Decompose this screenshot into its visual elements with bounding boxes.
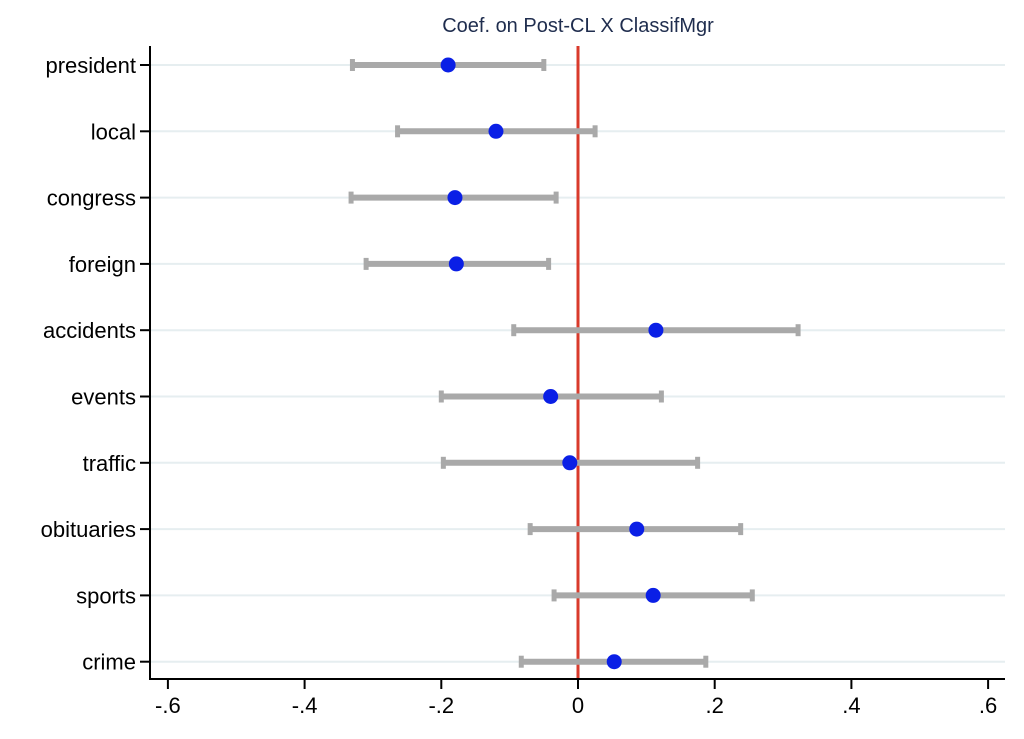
category-label: president (45, 53, 136, 78)
coef-point (543, 389, 559, 404)
coef-point (629, 521, 645, 537)
x-tick-label: .2 (706, 693, 724, 718)
category-label: crime (82, 650, 136, 675)
x-tick-label: -.6 (155, 693, 181, 718)
x-axis: -.6 -.4 -.2 0 .2 .4 .6 (149, 678, 1005, 718)
category-label: events (71, 385, 136, 410)
category-label: congress (47, 186, 136, 211)
coef-point (606, 654, 622, 670)
category-label: obituaries (41, 517, 136, 542)
category-label: accidents (43, 318, 136, 343)
x-tick-label: 0 (572, 693, 584, 718)
category-label: local (91, 119, 136, 144)
confidence-intervals (348, 59, 801, 668)
coef-point (648, 322, 664, 338)
coef-point (440, 57, 456, 73)
coefficient-points (440, 57, 664, 670)
x-tick-label: -.2 (428, 693, 454, 718)
category-label: foreign (69, 252, 136, 277)
coef-point (448, 256, 464, 272)
x-tick-label: .4 (842, 693, 860, 718)
coef-point (562, 455, 578, 471)
chart-title: Coef. on Post-CL X ClassifMgr (442, 15, 714, 37)
coef-point (645, 587, 661, 603)
category-label: sports (76, 583, 136, 608)
coef-point (447, 190, 463, 206)
x-tick-label: .6 (979, 693, 997, 718)
coef-point (488, 123, 504, 139)
y-axis: president local congress foreign accidents ev… (41, 46, 151, 680)
x-tick-label: -.4 (292, 693, 318, 718)
category-label: traffic (83, 451, 136, 476)
